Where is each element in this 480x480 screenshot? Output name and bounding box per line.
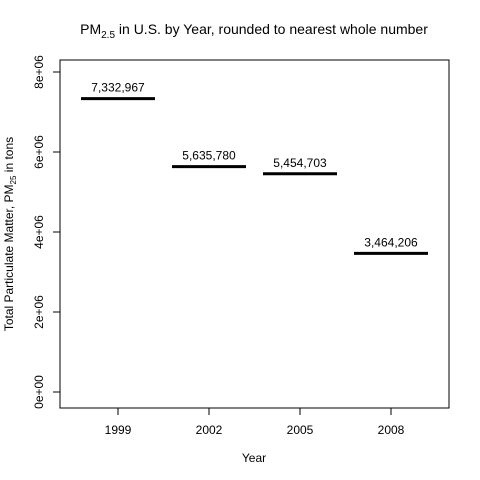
value-label: 5,454,703	[273, 156, 327, 170]
value-label: 7,332,967	[91, 81, 145, 95]
x-tick-label: 1999	[105, 423, 132, 437]
y-tick-label: 6e+06	[32, 135, 46, 169]
y-tick-label: 2e+06	[32, 295, 46, 329]
x-tick-label: 2008	[378, 423, 405, 437]
data-marks: 7,332,967 5,635,780 5,454,703 3,464,206	[81, 81, 428, 255]
y-axis: 0e+00 2e+06 4e+06 6e+06 8e+06	[32, 55, 61, 409]
x-axis-label: Year	[242, 451, 266, 465]
x-axis: 1999 2002 2005 2008	[105, 407, 405, 437]
chart-title: PM2.5 in U.S. by Year, rounded to neares…	[80, 21, 428, 41]
y-axis-label-prefix: Total Particulate Matter, PM	[2, 184, 16, 331]
y-axis-label-subscript: 25	[9, 175, 18, 184]
y-tick-label: 8e+06	[32, 55, 46, 89]
y-tick-label: 4e+06	[32, 215, 46, 249]
x-tick-label: 2005	[287, 423, 314, 437]
y-tick-label: 0e+00	[32, 375, 46, 409]
x-tick-label: 2002	[196, 423, 223, 437]
value-label: 5,635,780	[182, 149, 236, 163]
chart-title-prefix: PM	[80, 21, 101, 37]
value-label: 3,464,206	[364, 235, 418, 249]
chart-title-rest: in U.S. by Year, rounded to nearest whol…	[115, 21, 428, 37]
chart-title-subscript: 2.5	[101, 30, 115, 41]
y-axis-label: Total Particulate Matter, PM25 in tons	[2, 137, 18, 331]
y-axis-label-rest: in tons	[2, 137, 16, 176]
